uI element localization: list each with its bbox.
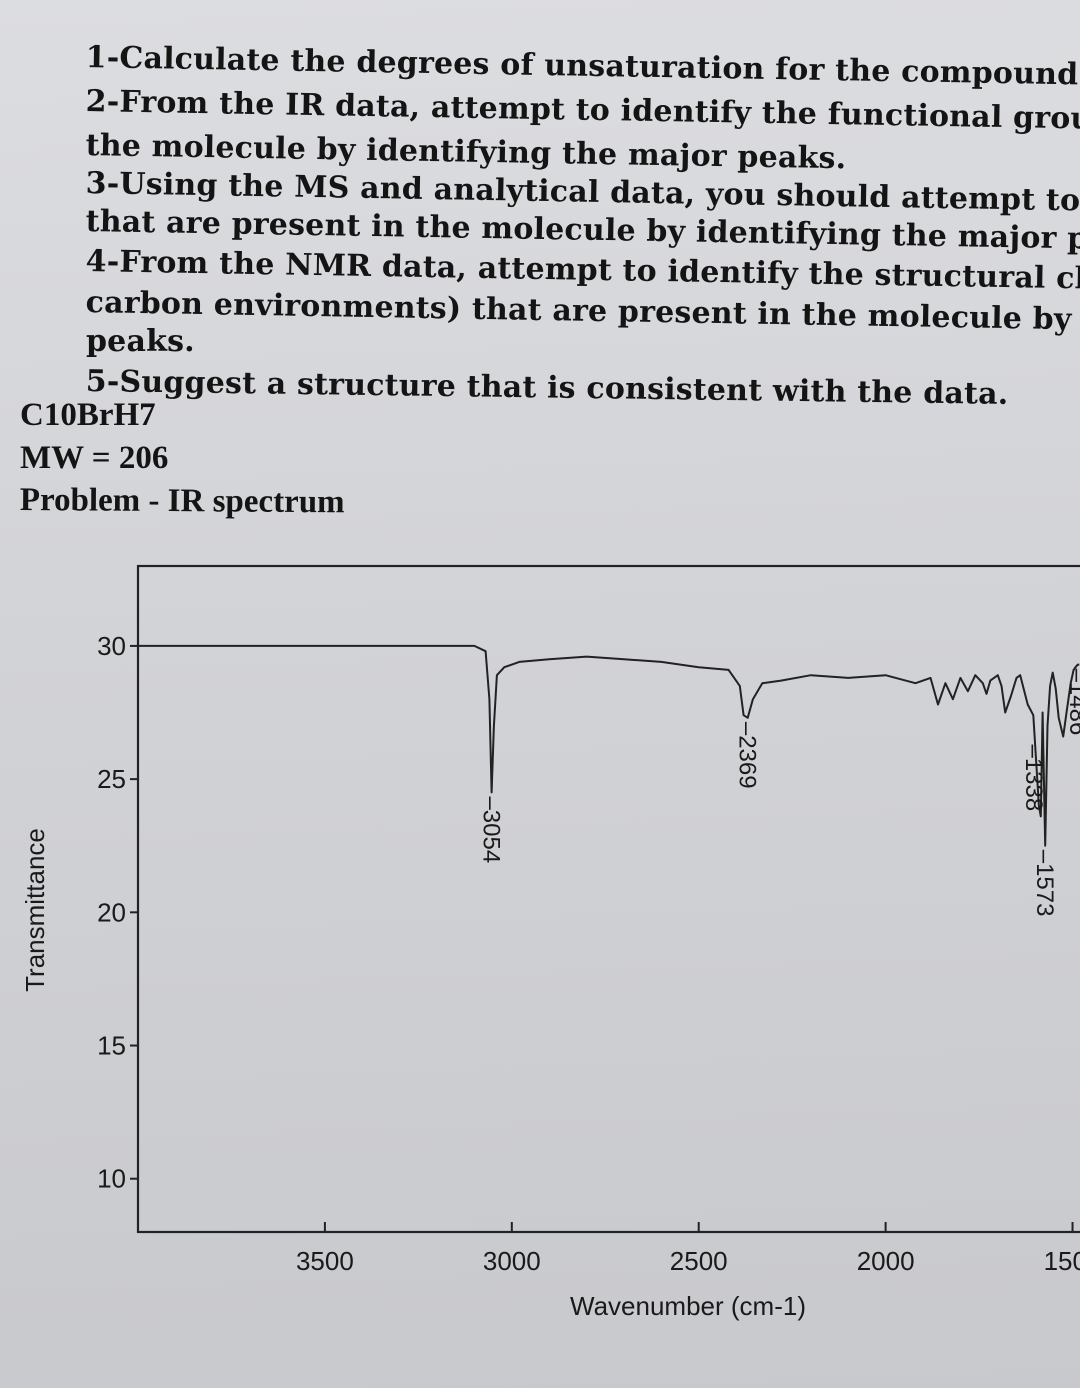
- x-tick-label: 3000: [483, 1246, 541, 1276]
- y-axis-label: Transmittance: [20, 828, 50, 992]
- x-tick-label: 1500: [1044, 1246, 1080, 1276]
- molecular-formula: C10BrH7: [20, 397, 156, 433]
- problem-heading: Problem - IR spectrum: [19, 482, 345, 521]
- x-axis-label: Wavenumber (cm-1): [570, 1291, 806, 1321]
- plot-frame: [136, 564, 1080, 1234]
- peak-label: –2369: [734, 722, 761, 789]
- spectrum-line: [138, 644, 1080, 847]
- x-tick-label: 3500: [296, 1246, 354, 1276]
- y-tick-label: 15: [97, 1031, 126, 1061]
- peak-label: –3054: [478, 796, 505, 863]
- molecular-weight: MW = 206: [20, 440, 169, 476]
- y-tick-label: 20: [97, 897, 126, 927]
- question-4-end: peaks.: [86, 324, 195, 359]
- ir-spectrum-chart: 10 15 20 25 30 3500 3000 2500 2000 1500 Wavenumber…: [20, 564, 1080, 1321]
- x-tick-label: 2000: [857, 1246, 915, 1276]
- y-tick-label: 10: [97, 1164, 126, 1194]
- peak-label: –1338: [1020, 744, 1047, 811]
- peak-label: –1486: [1064, 669, 1080, 736]
- y-tick-label: 30: [97, 631, 126, 661]
- peak-label: –1573: [1031, 850, 1058, 917]
- x-tick-label: 2500: [670, 1246, 728, 1276]
- y-tick-label: 25: [97, 764, 126, 794]
